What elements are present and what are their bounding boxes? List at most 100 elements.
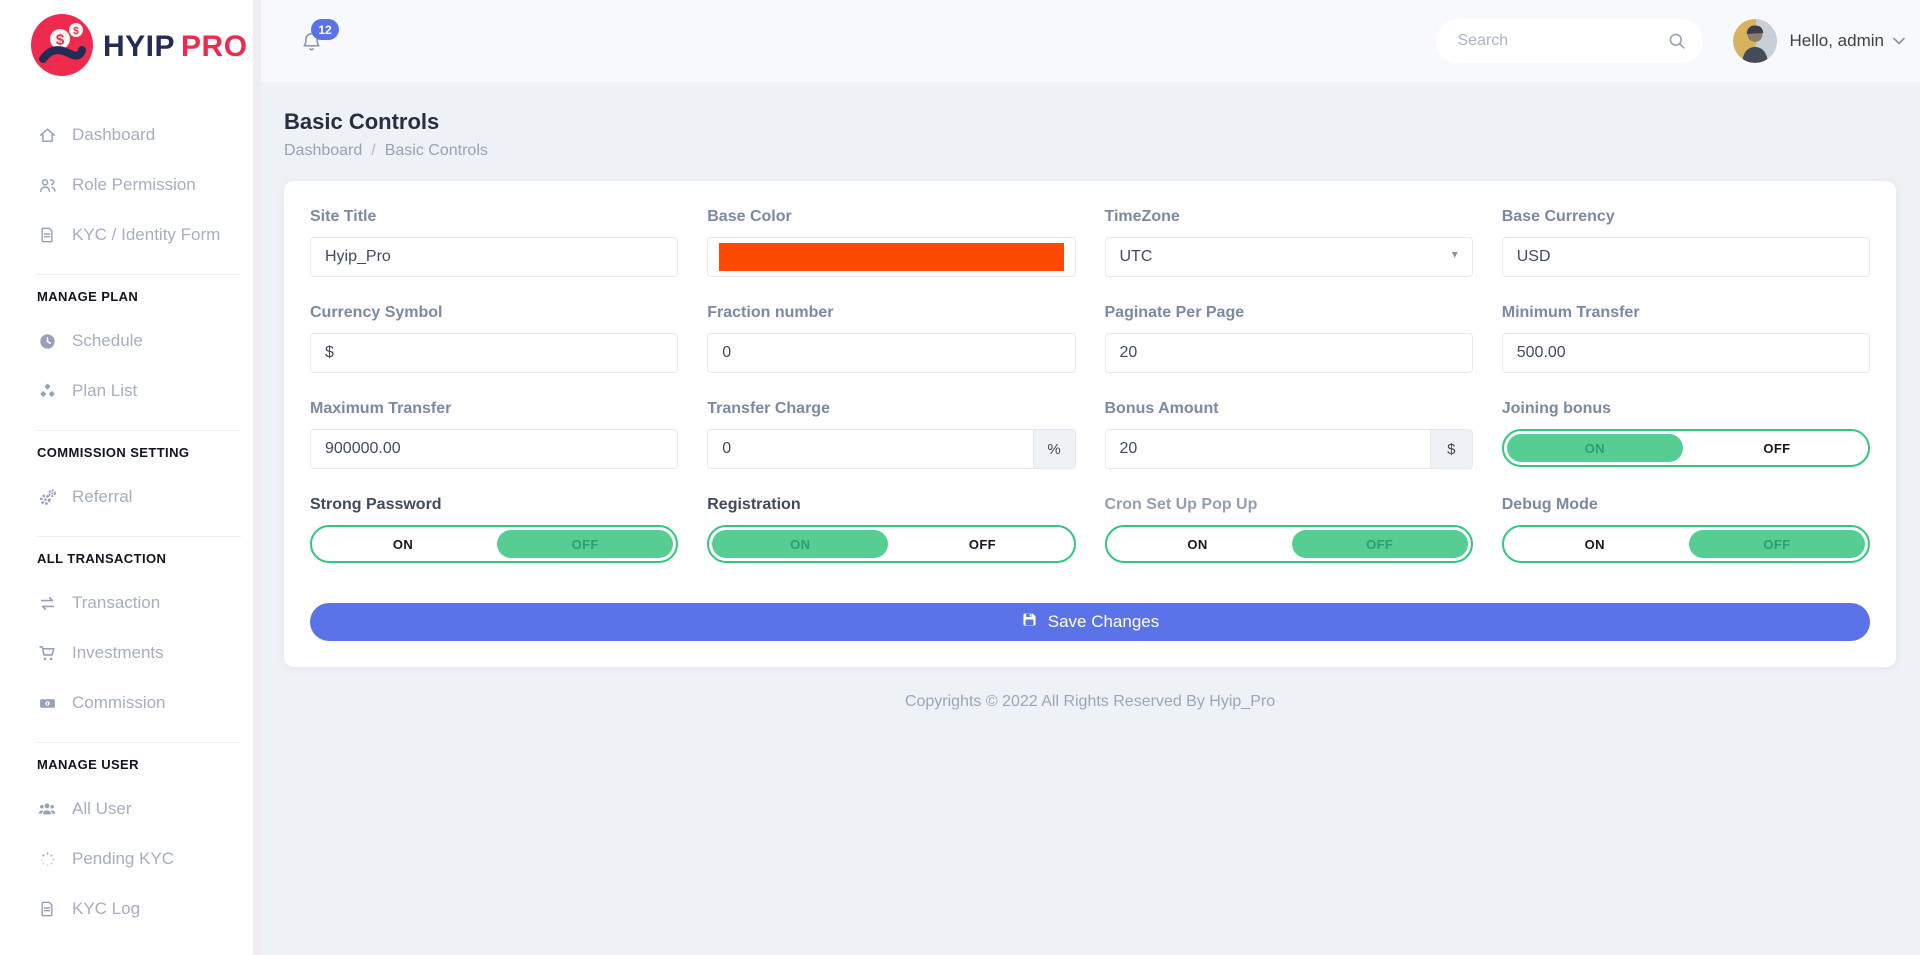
sidebar-item-label: Schedule [72,331,143,350]
svg-text:$: $ [56,31,65,48]
footer-copyright: Copyrights © 2022 All Rights Reserved By… [904,693,1276,710]
field-transfer-charge: Transfer Charge % [707,399,1076,469]
base-color-input[interactable] [707,237,1076,277]
toggle-off-option[interactable]: OFF [1291,530,1468,558]
page-content: Basic Controls Dashboard / Basic Control… [261,82,1920,955]
toggle-on-option[interactable]: ON [1506,434,1683,462]
sidebar-item-dashboard[interactable]: Dashboard [37,110,253,160]
strong-password-toggle[interactable]: ON OFF [310,525,679,563]
sidebar-item-referral[interactable]: Referral [37,472,253,522]
minimum-transfer-input[interactable] [1501,333,1870,373]
svg-text:$: $ [73,26,79,37]
sidebar-item-label: Plan List [72,381,138,400]
field-fraction-number: Fraction number [707,303,1076,373]
field-timezone: TimeZone UTC ▾ [1104,207,1473,277]
transfer-charge-label: Transfer Charge [707,400,830,417]
chevron-down-icon [1892,37,1906,46]
sidebar-section-manage-plan: MANAGE PLAN [37,289,139,304]
base-currency-label: Base Currency [1501,208,1615,225]
paginate-per-page-label: Paginate Per Page [1104,304,1245,321]
fraction-number-label: Fraction number [707,304,834,321]
bonus-amount-input[interactable] [1105,430,1430,468]
field-bonus-amount: Bonus Amount $ [1104,399,1473,469]
registration-toggle[interactable]: ON OFF [707,525,1076,563]
sidebar-item-label: All User [72,799,132,818]
users-icon [37,176,57,194]
transfer-charge-input[interactable] [708,430,1033,468]
toggle-off-option[interactable]: OFF [1688,530,1865,558]
toggle-off-option[interactable]: OFF [497,530,674,558]
search-icon[interactable] [1667,31,1687,56]
base-currency-input[interactable] [1501,237,1870,277]
sidebar-item-all-user[interactable]: All User [37,784,253,834]
minimum-transfer-label: Minimum Transfer [1501,304,1640,321]
sidebar-item-transaction[interactable]: Transaction [37,578,253,628]
maximum-transfer-label: Maximum Transfer [310,400,452,417]
site-title-input[interactable] [310,237,679,277]
timezone-select[interactable]: UTC ▾ [1104,237,1473,277]
basic-controls-form: Site Title Base Color TimeZone UTC ▾ [284,181,1896,667]
currency-symbol-label: Currency Symbol [310,304,443,321]
toggle-on-option[interactable]: ON [1187,536,1208,552]
timezone-selected-value: UTC [1119,248,1153,265]
toggle-on-option[interactable]: ON [1584,536,1605,552]
document-icon [37,226,57,244]
field-minimum-transfer: Minimum Transfer [1501,303,1870,373]
field-cron-popup: Cron Set Up Pop Up ON OFF [1104,495,1473,563]
fraction-number-input[interactable] [707,333,1076,373]
paginate-per-page-input[interactable] [1104,333,1473,373]
search-box [1435,19,1703,63]
cron-popup-toggle[interactable]: ON OFF [1104,525,1473,563]
user-greeting: Hello, admin [1789,31,1885,50]
maximum-transfer-input[interactable] [310,429,679,469]
sidebar-item-kyc-identity-form[interactable]: KYC / Identity Form [37,210,253,260]
sidebar-section-commission-setting: COMMISSION SETTING [37,445,190,460]
user-menu[interactable]: Hello, admin [1732,19,1907,63]
field-base-color: Base Color [707,207,1076,277]
brand-logo-icon: $ $ [30,13,94,82]
bonus-amount-label: Bonus Amount [1104,400,1219,417]
sidebar-item-schedule[interactable]: Schedule [37,316,253,366]
sidebar-section-all-transaction: ALL TRANSACTION [37,551,167,566]
toggle-on-option[interactable]: ON [712,530,889,558]
toggle-off-option[interactable]: OFF [1763,440,1791,456]
sidebar-item-commission[interactable]: Commission [37,678,253,728]
sidebar-scrollbar[interactable] [253,0,261,955]
sidebar-item-label: Referral [72,487,133,506]
notifications-button[interactable]: 12 [299,19,339,56]
debug-mode-toggle[interactable]: ON OFF [1501,525,1870,563]
registration-label: Registration [707,496,801,513]
timezone-label: TimeZone [1104,208,1180,225]
brand-name: HYIP PRO [103,30,248,63]
breadcrumb: Dashboard / Basic Controls [284,142,1896,160]
toggle-off-option[interactable]: OFF [968,536,997,552]
strong-password-label: Strong Password [310,496,442,513]
sidebar-item-role-permission[interactable]: Role Permission [37,160,253,210]
divider [37,274,241,275]
cart-icon [37,644,57,662]
field-strong-password: Strong Password ON OFF [310,495,679,563]
save-changes-button[interactable]: Save Changes [310,603,1870,641]
sidebar-item-label: Transaction [72,593,161,612]
breadcrumb-current: Basic Controls [384,142,488,159]
divider [37,742,241,743]
currency-symbol-input[interactable] [310,333,679,373]
transfer-arrows-icon [37,594,57,612]
toggle-on-option[interactable]: ON [392,536,414,552]
field-paginate-per-page: Paginate Per Page [1104,303,1473,373]
debug-mode-label: Debug Mode [1501,496,1598,513]
sidebar-item-pending-kyc[interactable]: Pending KYC [37,834,253,884]
clock-icon [37,332,57,350]
search-input[interactable] [1435,19,1703,63]
bell-icon [303,32,320,51]
sidebar-item-plan-list[interactable]: Plan List [37,366,253,416]
sidebar-item-investments[interactable]: Investments [37,628,253,678]
percent-addon: % [1032,430,1075,468]
breadcrumb-dashboard-link[interactable]: Dashboard [284,142,363,159]
avatar [1732,19,1777,63]
sidebar-item-kyc-log[interactable]: KYC Log [37,884,253,934]
brand-logo[interactable]: $ $ HYIP PRO [0,0,253,84]
sidebar-item-label: Pending KYC [72,849,175,868]
joining-bonus-toggle[interactable]: ON OFF [1501,429,1870,467]
